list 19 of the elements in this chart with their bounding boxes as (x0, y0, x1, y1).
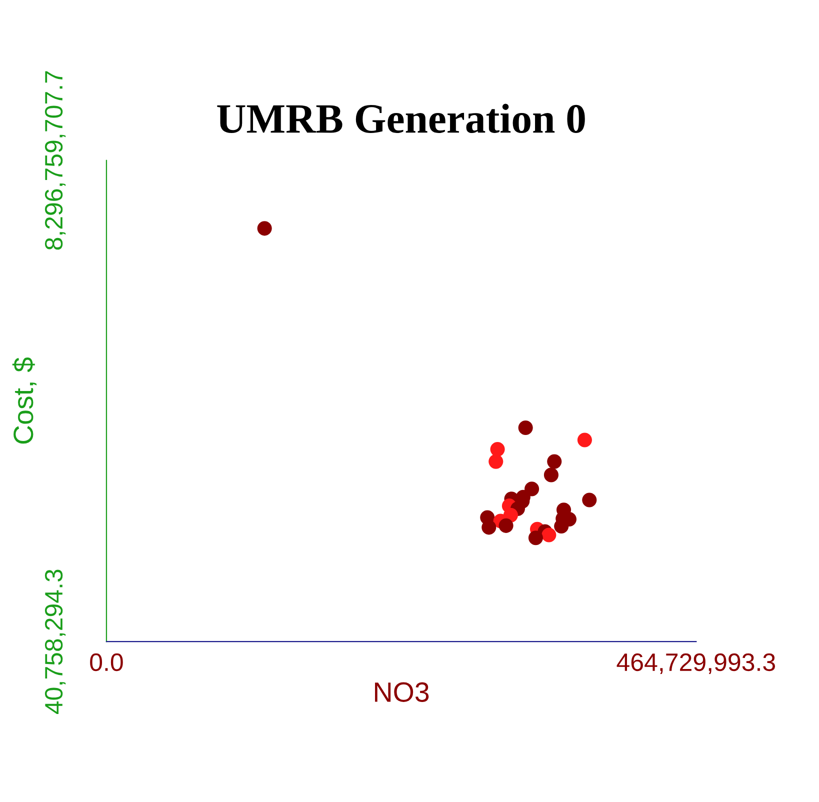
x-axis-title: NO3 (375, 682, 429, 702)
point (482, 520, 496, 535)
point (488, 454, 504, 469)
point (582, 492, 597, 508)
x-tick-label: 464,729,993.3 (616, 653, 775, 674)
point (577, 432, 592, 448)
y-tick-label: 40,758,294.3 (44, 570, 66, 714)
point (518, 420, 533, 436)
chart-title: UMRB Generation 0 (217, 104, 585, 134)
y-axis-title: Cost, $ (12, 357, 37, 444)
y-tick-label: 8,296,759,707.7 (44, 71, 66, 250)
x-tick-label: 0.0 (90, 653, 123, 672)
point (498, 518, 514, 533)
point (257, 221, 272, 236)
point (490, 442, 505, 457)
point (547, 454, 562, 469)
point (544, 468, 558, 482)
point (542, 528, 556, 542)
point (528, 530, 544, 546)
